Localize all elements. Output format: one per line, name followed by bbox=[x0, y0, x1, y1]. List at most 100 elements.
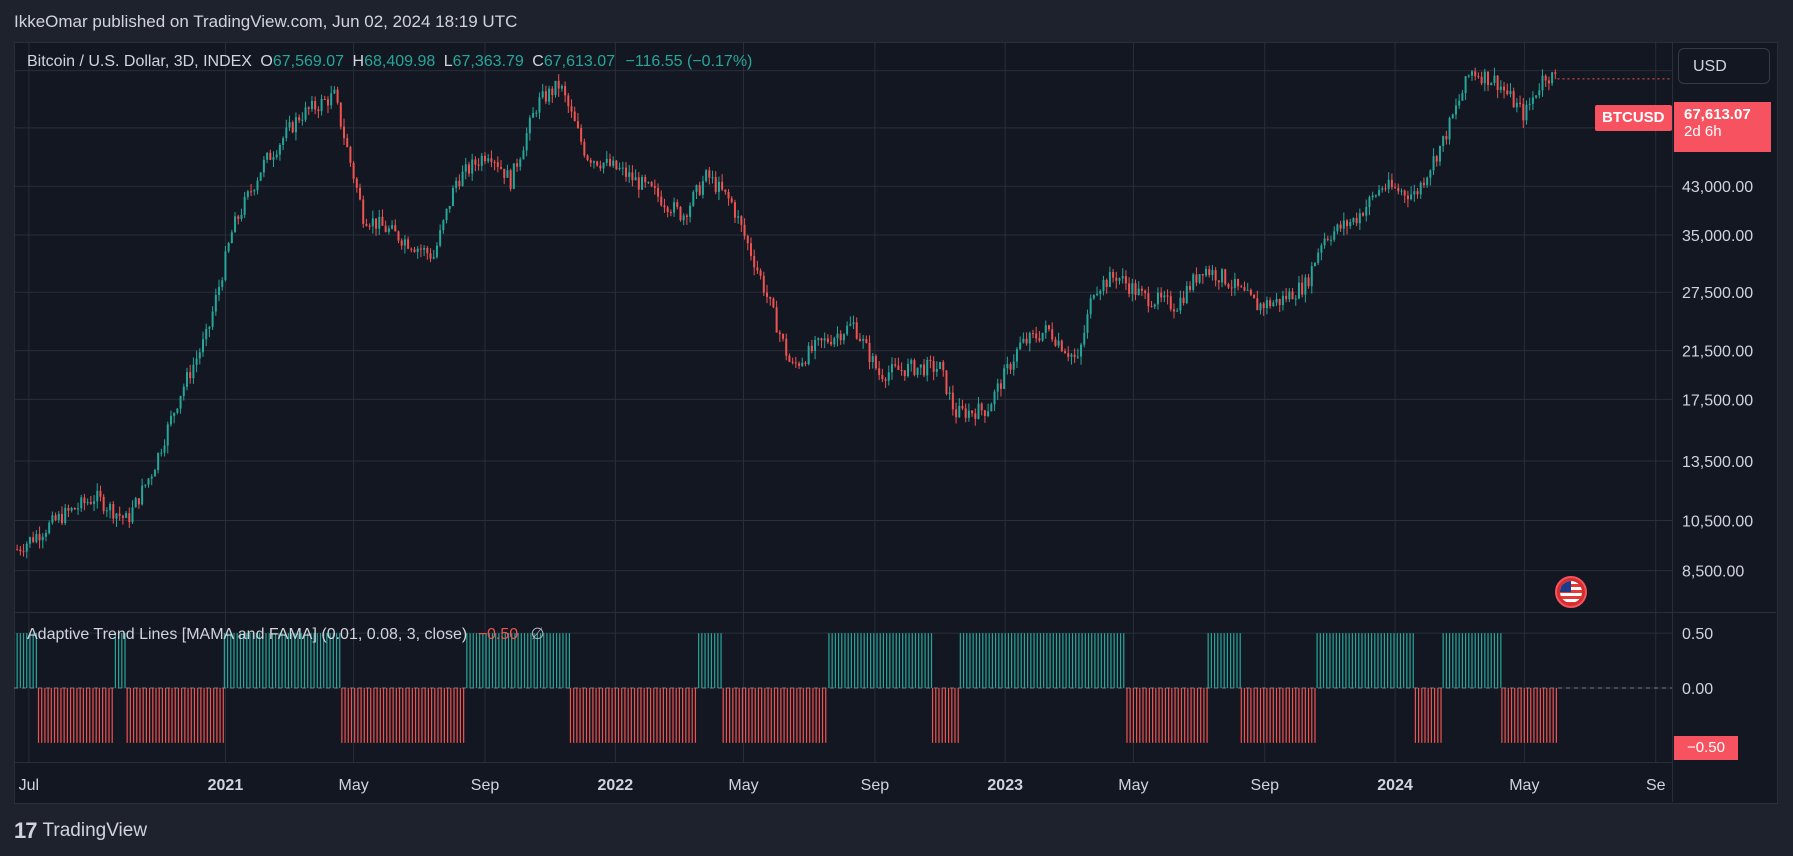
candle-body bbox=[657, 187, 660, 197]
candle-body bbox=[730, 198, 733, 203]
footer-brand[interactable]: TradingView bbox=[42, 820, 148, 841]
candle-body bbox=[1256, 298, 1259, 311]
candle-body bbox=[939, 362, 942, 369]
time-axis-label: Sep bbox=[861, 777, 890, 794]
pane-separator bbox=[14, 612, 1776, 613]
candle-body bbox=[1496, 75, 1499, 91]
candle-body bbox=[855, 322, 858, 339]
time-axis-label: Se bbox=[1646, 777, 1666, 794]
candle-body bbox=[1249, 289, 1252, 295]
candle-body bbox=[288, 122, 291, 128]
candle-body bbox=[1128, 283, 1131, 294]
candle-body bbox=[660, 196, 663, 206]
candle-body bbox=[448, 205, 451, 209]
candle-body bbox=[1243, 287, 1246, 291]
candle-body bbox=[455, 180, 458, 188]
candle-body bbox=[163, 445, 166, 453]
candle-body bbox=[804, 362, 807, 364]
us-flag-icon[interactable] bbox=[1555, 576, 1587, 608]
candle-body bbox=[685, 215, 688, 217]
candle-body bbox=[176, 408, 179, 413]
candle-body bbox=[1394, 187, 1397, 189]
open-value: 67,569.07 bbox=[272, 53, 345, 70]
candle-body bbox=[705, 170, 708, 182]
candle-body bbox=[717, 181, 720, 192]
candle-body bbox=[1554, 72, 1557, 74]
candle-body bbox=[990, 404, 993, 412]
candle-body bbox=[185, 372, 188, 387]
candle-body bbox=[820, 338, 823, 341]
candle-body bbox=[538, 97, 541, 113]
candle-body bbox=[1538, 90, 1541, 96]
candle-body bbox=[618, 167, 621, 170]
open-key: O bbox=[260, 53, 273, 70]
time-axis-label: Sep bbox=[471, 777, 500, 794]
candle-body bbox=[1371, 195, 1374, 198]
candle-body bbox=[810, 345, 813, 351]
candle-body bbox=[314, 100, 317, 110]
candle-body bbox=[22, 551, 25, 553]
price-axis-label: 17,500.00 bbox=[1682, 392, 1753, 409]
candle-body bbox=[474, 159, 477, 165]
candle-body bbox=[179, 396, 182, 409]
candle-body bbox=[246, 191, 249, 197]
candle-body bbox=[1400, 190, 1403, 192]
candle-body bbox=[592, 161, 595, 163]
candle-body bbox=[785, 338, 788, 356]
candle-body bbox=[439, 230, 442, 246]
candle-body bbox=[554, 80, 557, 96]
candle-body bbox=[381, 216, 384, 226]
candle-body bbox=[1124, 276, 1127, 284]
candle-body bbox=[343, 126, 345, 139]
candle-body bbox=[1480, 76, 1483, 84]
candle-body bbox=[1201, 274, 1204, 276]
candle-body bbox=[637, 177, 640, 190]
candle-body bbox=[1422, 182, 1425, 186]
candle-body bbox=[471, 159, 474, 174]
candle-body bbox=[291, 122, 294, 133]
candle-body bbox=[932, 361, 935, 372]
candle-body bbox=[737, 216, 740, 218]
candle-body bbox=[208, 326, 211, 329]
candle-body bbox=[378, 216, 381, 229]
candle-body bbox=[1419, 182, 1422, 195]
candle-body bbox=[1230, 287, 1233, 289]
candle-body bbox=[666, 207, 669, 213]
candle-body bbox=[903, 370, 906, 377]
candle-body bbox=[987, 411, 990, 417]
candle-body bbox=[1073, 354, 1076, 357]
candle-body bbox=[137, 498, 140, 505]
indicator-name[interactable]: Adaptive Trend Lines [MAMA and FAMA] (0.… bbox=[27, 626, 468, 643]
price-axis-border bbox=[1672, 42, 1673, 802]
candle-body bbox=[753, 255, 756, 268]
symbol-name[interactable]: Bitcoin / U.S. Dollar, 3D, INDEX bbox=[27, 53, 252, 70]
candle-body bbox=[493, 161, 496, 163]
candle-body bbox=[1426, 177, 1429, 186]
price-axis-label: 43,000.00 bbox=[1682, 179, 1753, 196]
candle-body bbox=[1137, 288, 1140, 295]
candle-body bbox=[1192, 274, 1195, 290]
candle-body bbox=[394, 225, 397, 232]
candle-body bbox=[134, 498, 137, 508]
tradingview-logo-icon[interactable]: 17 bbox=[14, 818, 38, 843]
time-axis-border bbox=[14, 762, 1672, 763]
candle-body bbox=[1189, 285, 1191, 290]
candle-body bbox=[1028, 333, 1031, 344]
candle-body bbox=[80, 497, 83, 509]
candle-body bbox=[759, 270, 762, 276]
candle-body bbox=[890, 364, 893, 373]
candle-body bbox=[1025, 338, 1028, 344]
candle-body bbox=[397, 231, 400, 241]
candle-body bbox=[1474, 71, 1477, 77]
candle-body bbox=[173, 412, 176, 416]
candle-body bbox=[503, 168, 506, 178]
candle-body bbox=[1512, 91, 1515, 108]
candle-body bbox=[1525, 104, 1528, 121]
candle-body bbox=[977, 403, 980, 419]
candle-body bbox=[743, 224, 746, 237]
candle-body bbox=[1057, 340, 1060, 346]
currency-button[interactable]: USD bbox=[1678, 48, 1770, 84]
candle-body bbox=[849, 324, 852, 326]
candle-body bbox=[878, 368, 881, 375]
